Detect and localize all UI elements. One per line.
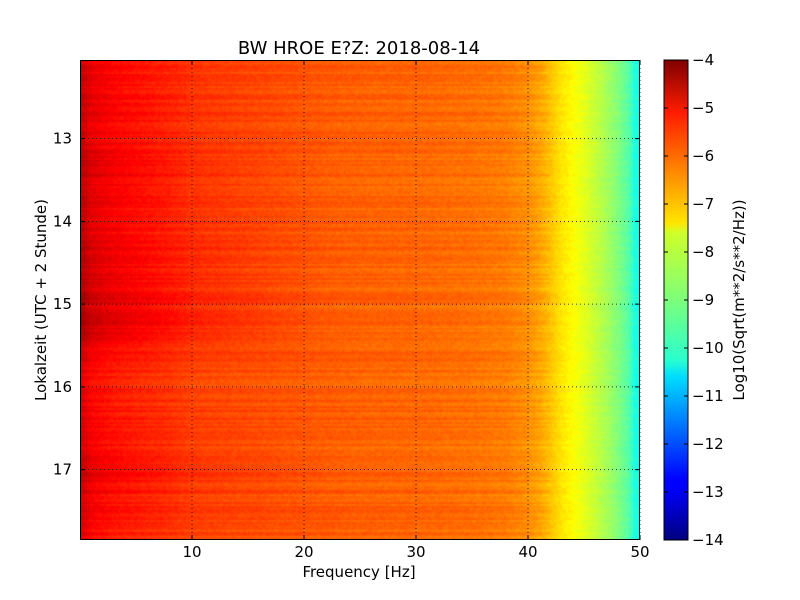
y-tick-label: 13 — [53, 130, 72, 148]
colorbar-label: Log10(Sqrt(m**2/s**2/Hz)) — [730, 199, 748, 400]
spectrogram-heatmap — [80, 60, 640, 540]
colorbar-tick-label: −7 — [692, 195, 714, 213]
y-axis: 13 14 15 16 17 — [53, 130, 640, 479]
y-tick-label: 14 — [53, 212, 72, 230]
colorbar-tick-label: −4 — [692, 51, 714, 69]
x-axis-label: Frequency [Hz] — [302, 563, 415, 581]
y-tick-label: 16 — [53, 378, 72, 396]
colorbar-tick-label: −14 — [692, 531, 724, 549]
x-tick-label: 20 — [294, 543, 313, 561]
colorbar-tick-label: −11 — [692, 387, 724, 405]
chart-title: BW HROE E?Z: 2018-08-14 — [238, 38, 480, 59]
colorbar-ticks: −4 −5 −6 −7 −8 −9 −10 −11 −12 −13 −14 — [664, 51, 724, 549]
colorbar-tick-label: −6 — [692, 147, 714, 165]
x-axis: 10 20 30 40 50 — [182, 60, 650, 561]
colorbar-tick-label: −9 — [692, 291, 714, 309]
y-tick-label: 15 — [53, 295, 72, 313]
x-tick-label: 40 — [518, 543, 537, 561]
y-tick-label: 17 — [53, 461, 72, 479]
plot-frame — [80, 60, 640, 540]
x-tick-label: 30 — [406, 543, 425, 561]
colorbar-tick-label: −13 — [692, 483, 724, 501]
colorbar-tick-label: −8 — [692, 243, 714, 261]
colorbar-tick-label: −5 — [692, 99, 714, 117]
colorbar-tick-label: −12 — [692, 435, 724, 453]
x-tick-label: 50 — [630, 543, 649, 561]
heatmap-image — [80, 60, 640, 540]
colorbar-tick-label: −10 — [692, 339, 724, 357]
x-tick-label: 10 — [182, 543, 201, 561]
y-axis-label: Lokalzeit (UTC + 2 Stunde) — [32, 199, 50, 401]
